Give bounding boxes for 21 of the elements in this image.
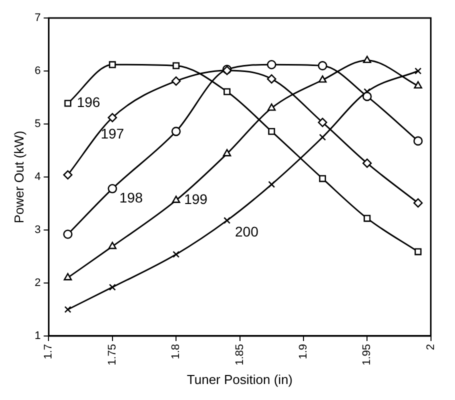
y-tick-label: 4 [34,171,41,184]
series-label: 200 [235,223,259,240]
series-label: 199 [184,191,208,208]
series-label: 198 [119,190,143,206]
y-tick-label: 7 [34,12,41,24]
y-tick-label: 6 [34,65,41,78]
x-tick-label: 1.75 [106,344,118,366]
x-tick-label: 2 [424,344,437,350]
y-tick-label: 5 [34,118,41,130]
y-axis-title: Power Out (kW) [11,130,26,224]
series-label: 196 [76,94,100,110]
y-tick-label: 3 [34,224,41,236]
y-tick-label: 1 [34,330,41,342]
x-axis-title: Tuner Position (in) [186,372,293,387]
x-tick-label: 1.85 [234,344,246,366]
y-tick-label: 2 [34,277,41,290]
x-tick-label: 1.8 [170,344,182,360]
x-tick-label: 1.95 [361,344,374,366]
series-label: 197 [100,125,124,142]
x-tick-label: 1.9 [297,344,310,360]
x-tick-label: 1.7 [42,344,55,360]
